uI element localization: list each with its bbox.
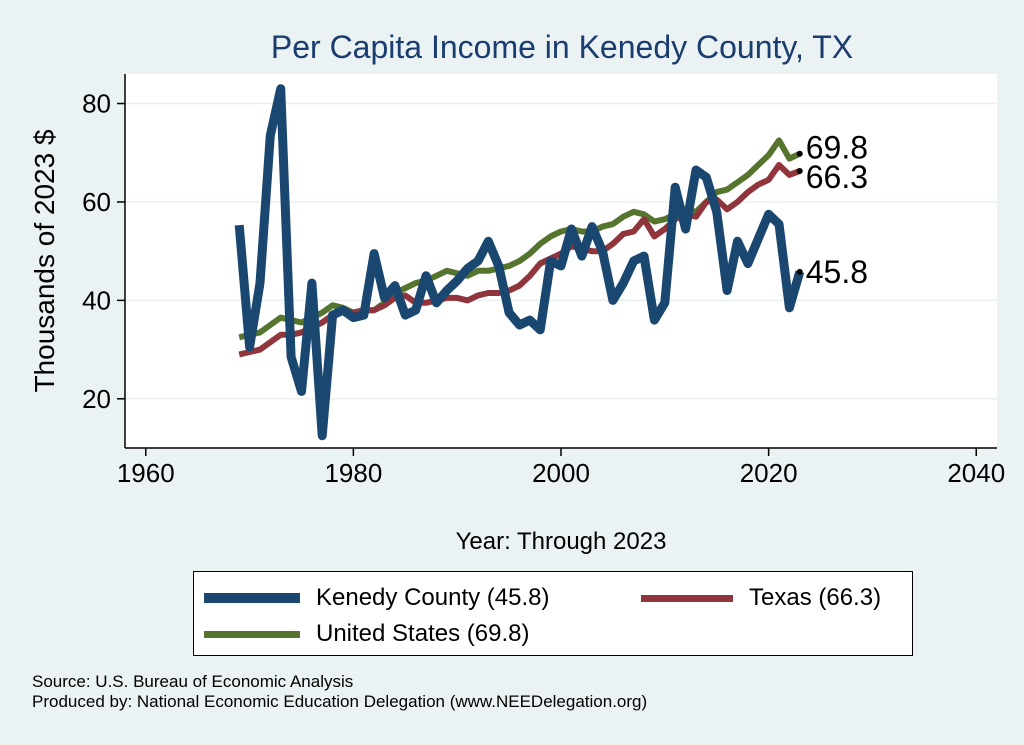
- end-marker-texas: [796, 167, 803, 174]
- y-ticks: 20 40 60 80: [82, 89, 125, 414]
- legend-item-texas: Texas (66.3): [641, 584, 881, 612]
- legend-label-us: United States (69.8): [316, 620, 530, 647]
- producer-line: Produced by: National Economic Education…: [32, 692, 648, 711]
- legend: Kenedy County (45.8) Texas (66.3) United…: [193, 571, 913, 656]
- y-tick-label-40: 40: [82, 285, 111, 315]
- chart-title: Per Capita Income in Kenedy County, TX: [271, 29, 853, 65]
- source-notes: Source: U.S. Bureau of Economic Analysis…: [32, 672, 647, 712]
- legend-label-texas: Texas (66.3): [749, 584, 882, 611]
- y-axis-label: Thousands of 2023 $: [29, 129, 60, 393]
- end-marker-united-states: [796, 150, 803, 157]
- y-tick-label-60: 60: [82, 187, 111, 217]
- y-tick-label-80: 80: [82, 89, 111, 119]
- legend-label-kenedy: Kenedy County (45.8): [316, 584, 550, 611]
- x-ticks: 1960 1980 2000 2020 2040: [117, 448, 1005, 488]
- x-axis-label: Year: Through 2023: [456, 528, 667, 555]
- legend-item-kenedy: Kenedy County (45.8): [204, 584, 549, 612]
- end-marker-kenedy-county: [796, 268, 803, 275]
- x-tick-label-2020: 2020: [740, 458, 798, 488]
- x-tick-label-1960: 1960: [117, 458, 175, 488]
- series-lines: [234, 84, 805, 441]
- end-label-texas: 66.3: [806, 159, 868, 195]
- y-tick-label-20: 20: [82, 384, 111, 414]
- x-tick-label-2000: 2000: [532, 458, 590, 488]
- end-label-united-states: 69.8: [806, 130, 868, 166]
- end-labels: 45.8 66.369.8: [796, 130, 868, 290]
- source-line: Source: U.S. Bureau of Economic Analysis: [32, 672, 354, 691]
- series-line-kenedy-county: [234, 84, 805, 441]
- legend-item-us: United States (69.8): [204, 620, 529, 648]
- x-tick-label-2040: 2040: [947, 458, 1005, 488]
- end-label-kenedy-county: 45.8: [806, 254, 868, 290]
- gridlines: [125, 102, 997, 400]
- x-tick-label-1980: 1980: [324, 458, 382, 488]
- legend-swatch-us: [204, 630, 300, 638]
- legend-swatch-texas: [641, 594, 733, 602]
- legend-swatch-kenedy: [204, 593, 300, 603]
